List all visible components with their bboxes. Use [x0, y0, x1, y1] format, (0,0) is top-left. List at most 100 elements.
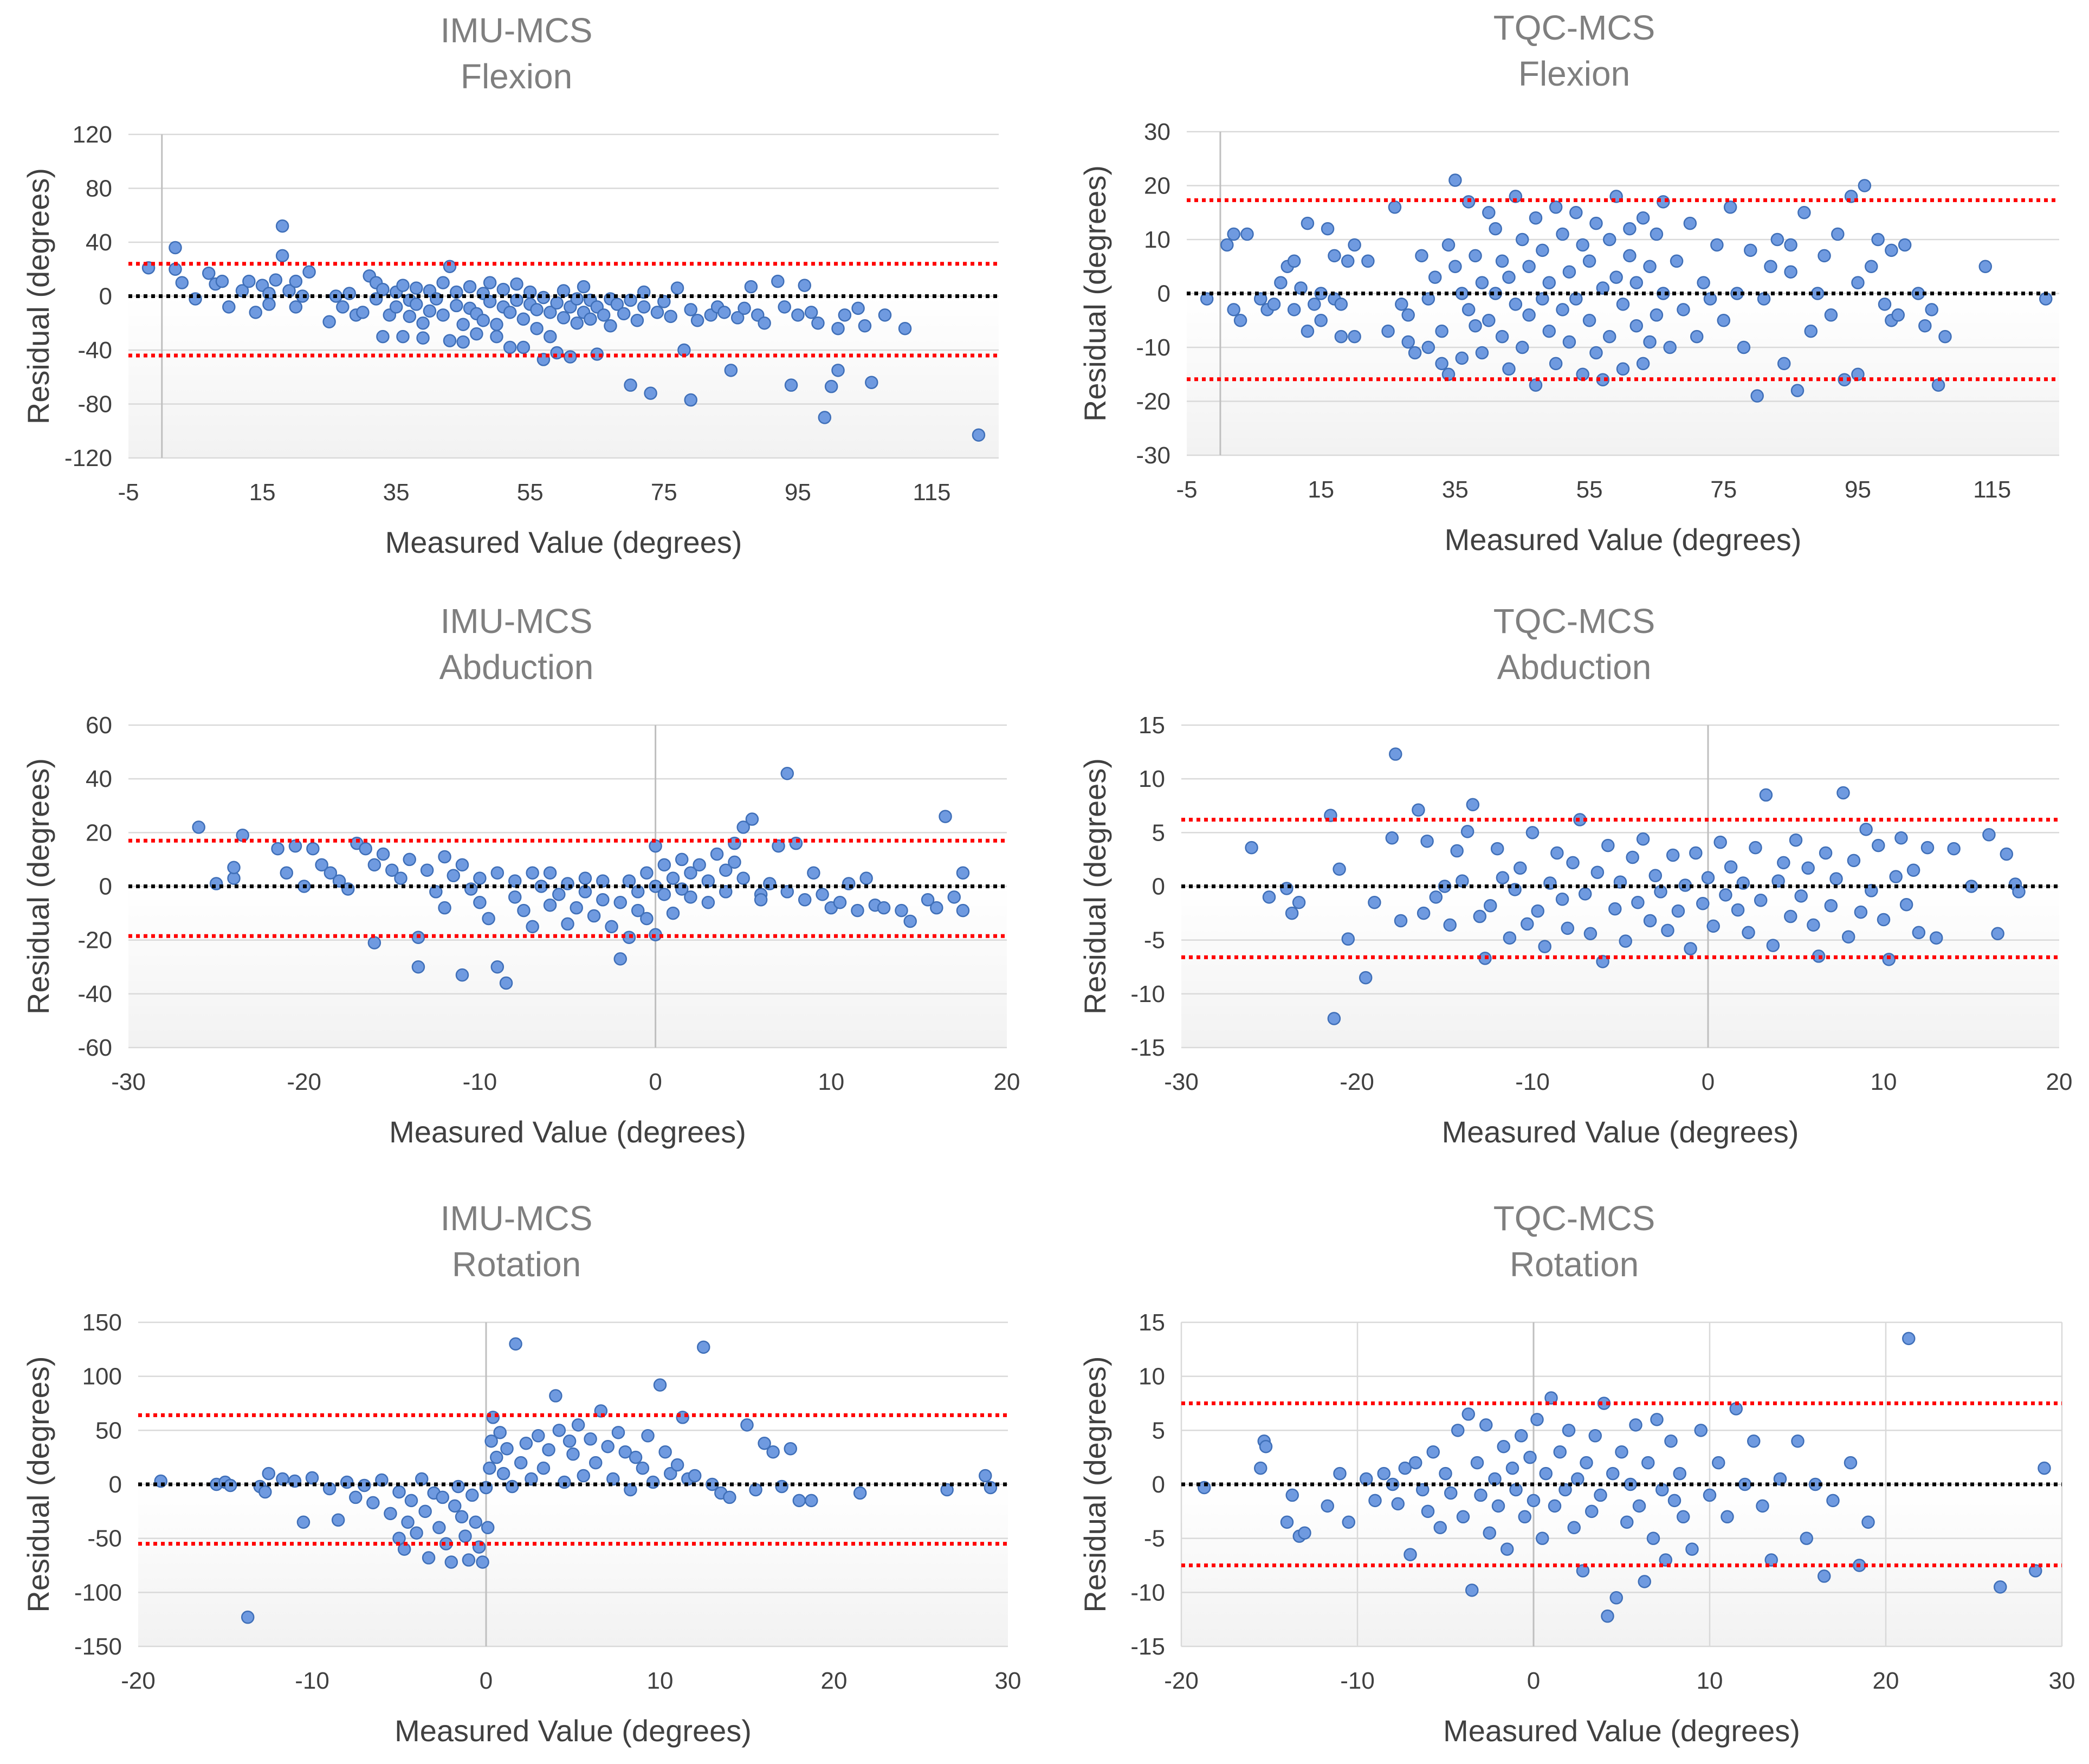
data-point	[1826, 1494, 1840, 1508]
data-point	[895, 903, 908, 917]
data-point	[409, 298, 423, 311]
data-point	[1475, 346, 1489, 360]
data-point	[1334, 329, 1348, 344]
data-point	[464, 882, 478, 896]
data-point	[1891, 308, 1905, 322]
x-axis-label: Measured Value (degrees)	[1443, 1714, 1800, 1748]
data-point	[1902, 1332, 1916, 1346]
data-point	[613, 896, 628, 909]
data-point	[1200, 292, 1214, 306]
data-point	[409, 281, 423, 295]
data-point	[956, 903, 970, 917]
data-point	[1536, 243, 1549, 257]
y-tick-label: 0	[1152, 874, 1165, 900]
data-point	[1784, 238, 1797, 252]
y-tick-label: 30	[1144, 119, 1170, 145]
data-point	[878, 308, 892, 322]
data-point	[596, 874, 610, 888]
data-point	[736, 871, 750, 885]
data-point	[584, 312, 597, 326]
data-point	[503, 340, 517, 354]
data-point	[1470, 1456, 1484, 1470]
data-point	[305, 1471, 319, 1485]
data-point	[1712, 1456, 1725, 1470]
data-point	[570, 316, 584, 330]
data-point	[1824, 308, 1838, 322]
data-point	[1515, 1429, 1528, 1443]
data-point	[1602, 329, 1616, 344]
data-point	[1439, 1466, 1452, 1481]
data-point	[1385, 831, 1399, 845]
data-point	[831, 364, 845, 377]
chart-2: -30 -20 -10 0 10 20 30 -5 15 35 55 75 95 115 TQC-MCS Fl…	[1078, 8, 2059, 557]
data-point	[1490, 842, 1504, 856]
data-point	[758, 316, 771, 330]
data-point	[1697, 276, 1710, 289]
data-point	[175, 276, 189, 289]
data-point	[571, 1418, 585, 1432]
data-point	[490, 1450, 503, 1464]
data-point	[1233, 314, 1247, 327]
data-point	[1882, 953, 1896, 966]
data-point	[1710, 238, 1724, 252]
data-point	[597, 308, 611, 322]
data-point	[811, 316, 825, 330]
data-point	[1747, 1435, 1761, 1448]
data-point	[436, 1490, 449, 1504]
data-point	[1455, 351, 1469, 365]
data-point	[367, 858, 381, 872]
data-point	[1766, 939, 1780, 952]
data-point	[1404, 1548, 1417, 1561]
data-point	[1807, 918, 1820, 932]
data-point	[1685, 1542, 1699, 1556]
data-point	[315, 858, 328, 872]
data-point	[1609, 1591, 1623, 1605]
data-point	[1368, 1494, 1382, 1508]
data-point	[1756, 1499, 1769, 1513]
chart-title: TQC-MCS	[1493, 8, 1655, 47]
data-point	[1327, 1012, 1341, 1025]
data-point	[336, 300, 350, 314]
data-point	[1527, 1494, 1541, 1508]
data-point	[1671, 904, 1685, 918]
data-point	[1836, 786, 1850, 800]
data-point	[1764, 260, 1777, 273]
data-point	[1878, 298, 1892, 311]
data-point	[1298, 1526, 1311, 1540]
data-point	[510, 277, 523, 291]
data-point	[1684, 942, 1697, 955]
data-point	[2038, 1461, 2051, 1475]
data-point	[215, 274, 229, 288]
data-point	[921, 893, 935, 907]
data-point	[1664, 1435, 1678, 1448]
data-point	[1542, 324, 1556, 338]
data-point	[1497, 1439, 1510, 1453]
data-point	[1280, 1515, 1294, 1529]
data-point	[1590, 865, 1605, 879]
data-point	[1361, 254, 1375, 268]
data-point	[1412, 803, 1425, 817]
data-point	[1401, 335, 1415, 349]
data-point	[465, 1488, 479, 1502]
data-point	[476, 314, 490, 327]
data-point	[403, 852, 416, 867]
data-point	[1489, 222, 1502, 236]
data-point	[1906, 863, 1920, 877]
data-point	[605, 920, 618, 934]
data-point	[463, 280, 477, 294]
data-point	[1749, 841, 1762, 855]
data-point	[404, 1494, 418, 1508]
data-point	[241, 1610, 255, 1624]
chart-title: TQC-MCS	[1493, 602, 1655, 641]
data-point	[401, 1515, 415, 1529]
data-point	[1473, 909, 1487, 923]
data-point	[202, 266, 216, 280]
data-point	[509, 1337, 522, 1351]
data-point	[1576, 1564, 1590, 1578]
data-point	[584, 1432, 597, 1446]
data-point	[558, 1475, 571, 1489]
data-point	[1777, 357, 1791, 371]
data-point	[1626, 850, 1639, 864]
data-point	[1536, 292, 1549, 306]
data-point	[552, 888, 566, 901]
